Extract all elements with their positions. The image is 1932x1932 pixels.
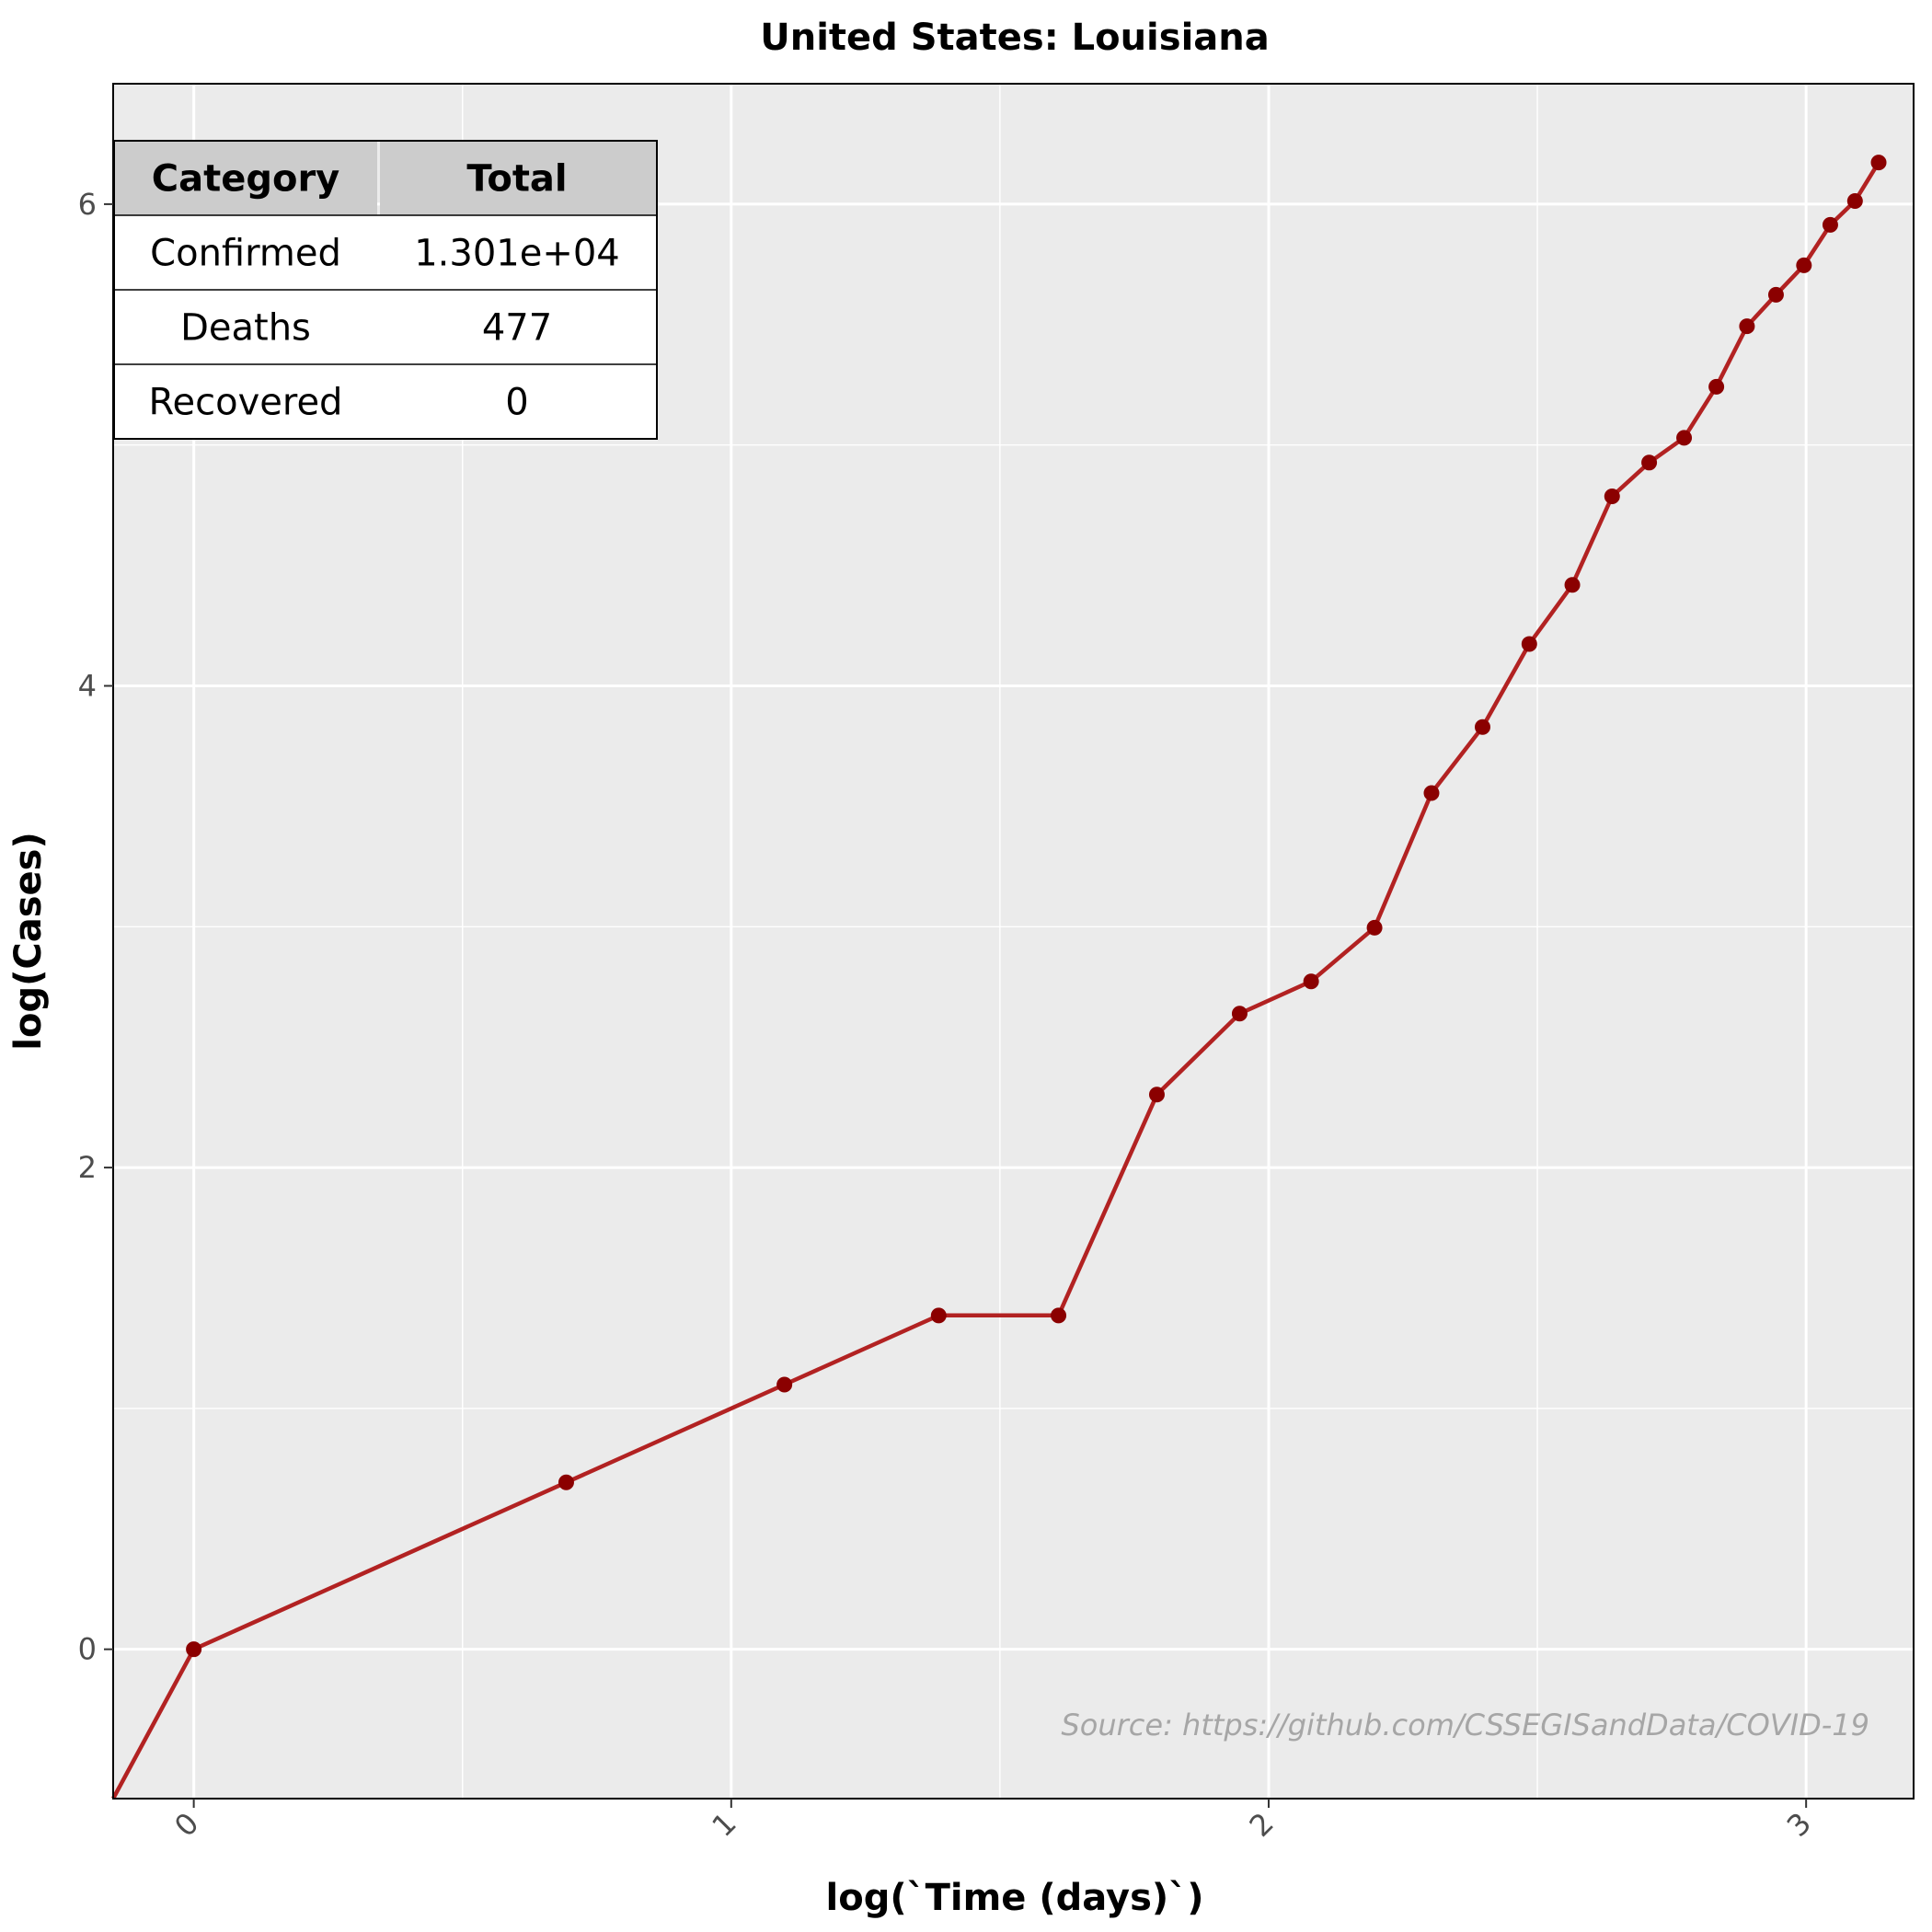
x-tick-label: 1 — [705, 1806, 742, 1844]
y-tick-label: 4 — [78, 668, 97, 703]
table-header-cell — [114, 141, 377, 215]
data-point — [1676, 430, 1693, 446]
data-point — [1303, 973, 1319, 990]
y-tick-label: 6 — [78, 187, 97, 222]
table-cell-text: Confirmed — [150, 233, 341, 275]
table-header-text: Total — [466, 158, 567, 201]
x-tick-label: 3 — [1780, 1806, 1818, 1844]
y-axis-label: log(Cases) — [7, 832, 50, 1050]
axes: 0 2 4 6 0 1 2 3 — [78, 187, 1818, 1844]
data-point — [930, 1307, 947, 1324]
data-point — [1423, 785, 1440, 801]
table-row — [114, 364, 657, 439]
table-cell-text: Deaths — [180, 307, 311, 350]
table-header-cell — [380, 141, 657, 215]
table-row — [114, 290, 657, 364]
data-point — [1051, 1307, 1067, 1324]
data-point — [1474, 719, 1490, 735]
data-point — [1846, 192, 1863, 209]
data-point — [558, 1474, 574, 1490]
data-point — [1604, 488, 1620, 504]
table-cell-text: 1.301e+04 — [414, 233, 620, 275]
data-point — [1564, 577, 1581, 593]
table-row — [114, 215, 657, 290]
source-annotation: Source: https://github.com/CSSEGISandDat… — [1061, 1708, 1869, 1742]
chart-title: United States: Louisiana — [760, 17, 1270, 59]
data-point — [186, 1641, 202, 1658]
data-point — [1366, 919, 1383, 936]
summary-table: Category Total Confirmed 1.301e+04 Deaths 477… — [113, 140, 658, 440]
table-header-text: Category — [152, 158, 340, 201]
x-axis-label: log(`Time (days)`) — [826, 1877, 1204, 1919]
data-point — [1708, 378, 1725, 395]
table-cell-text: 0 — [505, 382, 528, 424]
data-point — [1796, 257, 1812, 273]
data-point — [1822, 216, 1838, 233]
y-tick-label: 2 — [78, 1150, 97, 1185]
y-tick-label: 0 — [78, 1632, 97, 1667]
data-point — [1641, 454, 1658, 471]
table-cell-text: Recovered — [149, 382, 343, 424]
data-series — [111, 155, 1887, 1800]
data-point — [1739, 318, 1755, 335]
x-tick-label: 0 — [167, 1806, 205, 1844]
x-tick-label: 2 — [1243, 1806, 1281, 1844]
data-point — [1521, 636, 1537, 652]
data-point — [776, 1376, 793, 1393]
plot-border — [112, 83, 1915, 1800]
data-point — [1870, 155, 1887, 171]
table-cell-text: 477 — [482, 307, 552, 350]
data-point — [1231, 1006, 1248, 1022]
data-point — [1767, 286, 1784, 303]
data-point — [1148, 1087, 1165, 1103]
